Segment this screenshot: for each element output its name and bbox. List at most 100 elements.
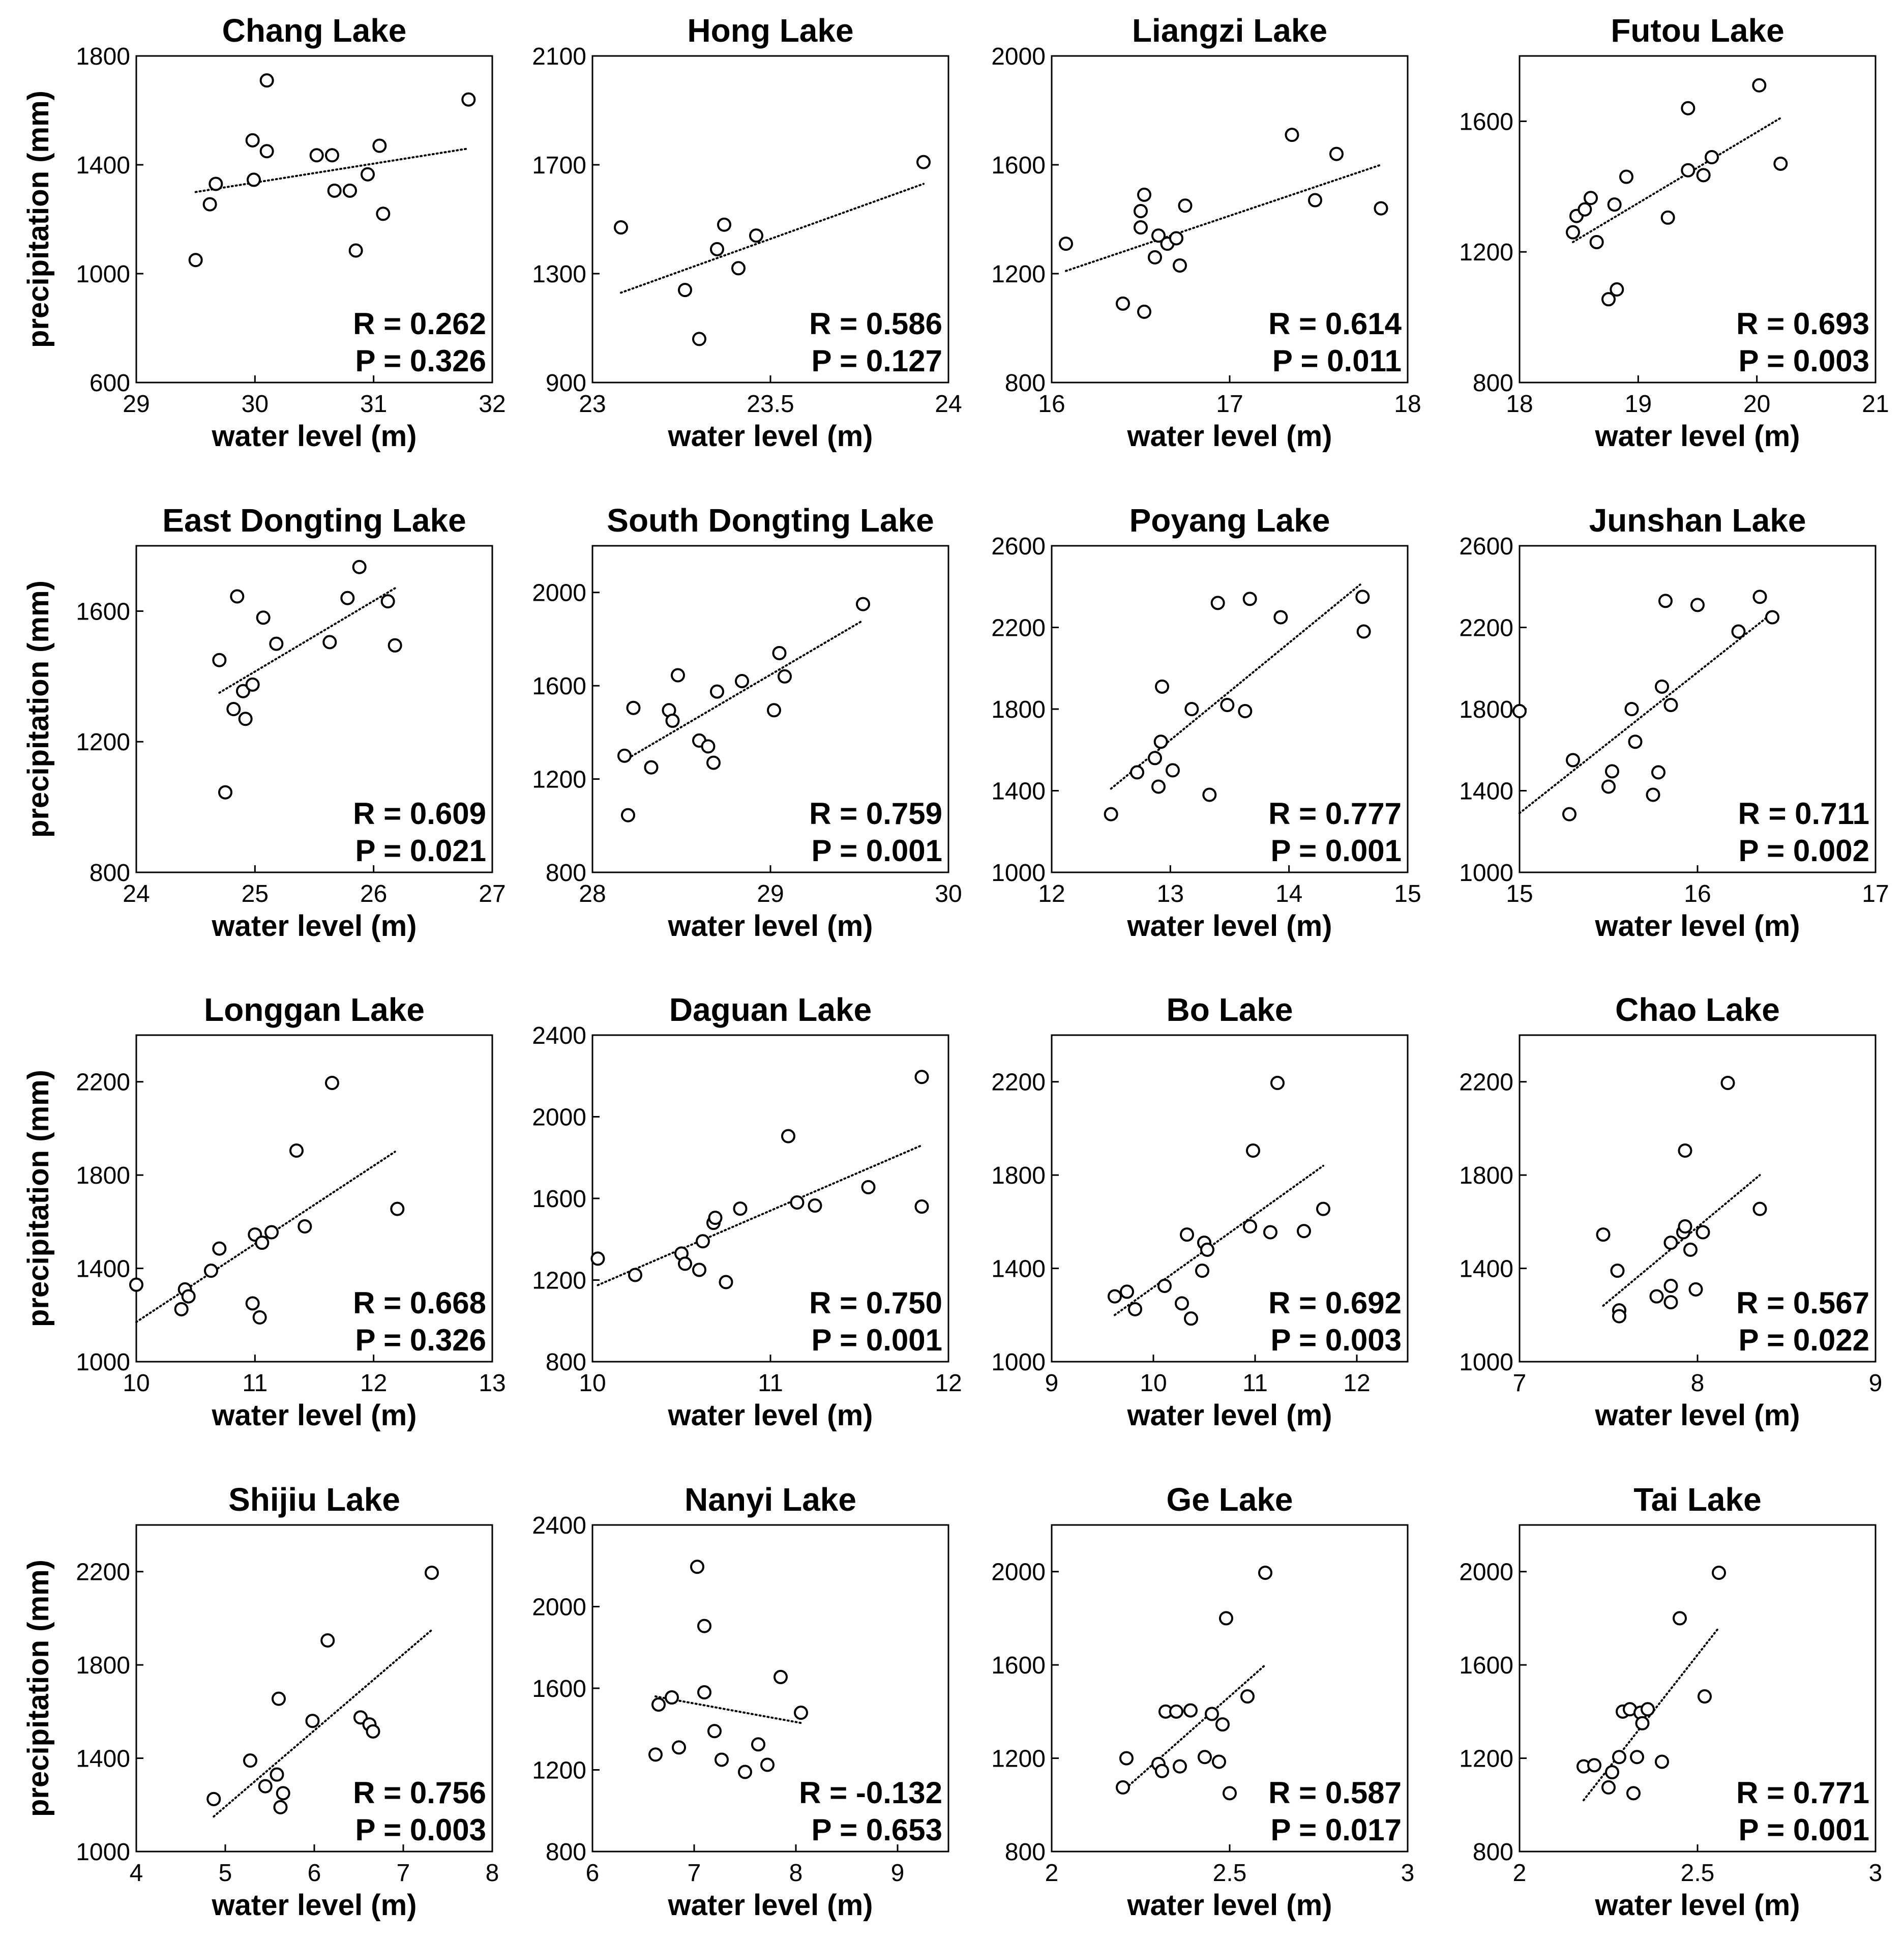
p-value: P = 0.001 (812, 834, 942, 868)
data-point (1148, 250, 1162, 265)
scatter-panel: East Dongting Lake 24 25 26 27 800 1200 1600 wat… (22, 502, 506, 943)
y-tick-label: 1800 (76, 1652, 130, 1679)
data-point (343, 183, 357, 198)
data-point (778, 669, 792, 684)
x-tick-label: 9 (1045, 1370, 1059, 1397)
data-point (309, 148, 324, 163)
y-tick-label: 1200 (532, 1757, 586, 1784)
x-axis-label: water level (m) (212, 1399, 417, 1432)
y-tick-label: 2600 (1459, 533, 1513, 560)
y-tick-label: 1400 (1459, 778, 1513, 805)
data-point (1773, 156, 1788, 171)
y-tick-label: 800 (1473, 370, 1513, 397)
x-tick-label: 7 (688, 1860, 701, 1887)
data-point (255, 1236, 270, 1250)
x-tick-label: 12 (935, 1370, 962, 1397)
data-point (1678, 1143, 1692, 1158)
scatter-panel: Liangzi Lake 16 17 18 800 1200 1600 2000 water l… (991, 12, 1421, 453)
data-point (1626, 1786, 1641, 1801)
data-point (1180, 1227, 1194, 1242)
data-point (259, 144, 274, 159)
r-value: R = 0.609 (353, 797, 486, 831)
data-point (1628, 735, 1643, 749)
data-point (320, 1633, 335, 1648)
data-point (1059, 237, 1073, 251)
trend-line (623, 619, 864, 761)
data-point (206, 1792, 221, 1806)
y-tick-label: 1600 (76, 598, 130, 625)
data-point (697, 1619, 711, 1633)
x-tick-label: 12 (1038, 880, 1065, 907)
panel-title: Ge Lake (1166, 1481, 1293, 1518)
data-point (1157, 1278, 1172, 1293)
data-point (129, 1277, 143, 1292)
x-axis-label: water level (m) (668, 909, 873, 943)
data-point (774, 1669, 788, 1684)
y-tick-label: 2000 (991, 1559, 1046, 1586)
x-axis-label: water level (m) (668, 1889, 873, 1922)
plot-frame (1519, 55, 1877, 384)
panel-title: East Dongting Lake (162, 502, 466, 539)
x-tick-label: 29 (123, 391, 150, 418)
panel-title: Daguan Lake (669, 991, 872, 1028)
trend-line (218, 587, 396, 694)
x-axis-label: water level (m) (1127, 420, 1332, 453)
x-tick-label: 12 (1343, 1370, 1370, 1397)
p-value: P = 0.653 (812, 1813, 942, 1847)
y-axis-label: precipitation (mm) (22, 1070, 55, 1327)
data-point (1698, 1689, 1712, 1704)
data-point (1649, 1289, 1664, 1304)
data-point (614, 220, 628, 235)
x-tick-label: 19 (1625, 391, 1652, 418)
x-tick-label: 8 (1691, 1370, 1705, 1397)
data-point (671, 668, 685, 683)
data-point (390, 1201, 405, 1216)
data-point (212, 653, 227, 667)
data-point (226, 702, 241, 716)
y-axis-label: precipitation (mm) (22, 91, 55, 348)
data-point (1240, 1689, 1255, 1704)
data-point (1246, 1143, 1260, 1158)
scatter-panel: Longgan Lake 10 11 12 13 1000 1400 1800 2200 wate… (22, 991, 506, 1432)
x-axis-label: water level (m) (212, 420, 417, 453)
data-point (1119, 1751, 1134, 1766)
data-point (1210, 596, 1225, 610)
data-point (644, 760, 659, 775)
scatter-panel: Junshan Lake 15 16 17 1000 1400 1800 2200 2600 wa… (1459, 502, 1889, 943)
y-tick-label: 1400 (76, 1256, 130, 1283)
data-point (1596, 1227, 1611, 1242)
x-tick-label: 2.5 (1681, 1860, 1715, 1887)
y-tick-label: 900 (546, 370, 586, 397)
x-tick-label: 9 (891, 1860, 905, 1887)
data-point (361, 167, 375, 182)
trend-line (597, 1144, 923, 1286)
p-value: P = 0.022 (1739, 1323, 1869, 1357)
data-point (678, 1256, 692, 1271)
data-point (760, 1757, 775, 1772)
data-point (1166, 763, 1180, 778)
data-point (1681, 101, 1695, 115)
panel-title: Chang Lake (222, 12, 407, 49)
data-point (325, 148, 339, 163)
y-tick-label: 1700 (532, 152, 586, 179)
y-tick-label: 1400 (76, 1746, 130, 1773)
data-point (1215, 1717, 1230, 1732)
data-point (1696, 168, 1711, 183)
data-point (298, 1219, 312, 1234)
data-point (1308, 193, 1322, 208)
data-point (692, 332, 706, 346)
data-point (270, 1767, 284, 1782)
y-tick-label: 1600 (532, 1186, 586, 1213)
data-point (733, 1201, 748, 1216)
p-value: P = 0.326 (355, 344, 486, 378)
x-tick-label: 32 (479, 391, 505, 418)
data-point (202, 197, 217, 212)
data-point (1610, 282, 1624, 297)
trend-line (1572, 116, 1782, 243)
data-point (1578, 202, 1592, 217)
data-point (861, 1180, 876, 1194)
data-point (1584, 191, 1598, 205)
data-point (1137, 304, 1151, 319)
data-point (626, 700, 641, 715)
